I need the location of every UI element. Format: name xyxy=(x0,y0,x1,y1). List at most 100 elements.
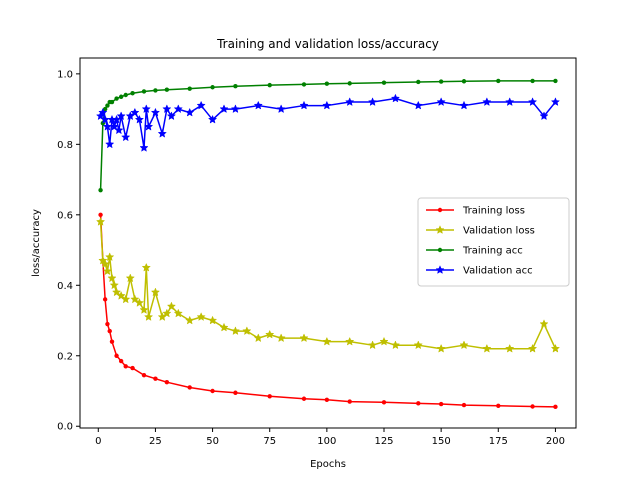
data-point xyxy=(102,266,113,276)
data-point xyxy=(299,333,309,343)
data-point xyxy=(114,96,119,101)
y-tick-label: 0.4 xyxy=(57,281,73,292)
data-point xyxy=(130,91,135,96)
chart-title: Training and validation loss/accuracy xyxy=(216,37,439,51)
data-point xyxy=(98,187,103,193)
data-point xyxy=(459,100,469,110)
data-point xyxy=(253,333,263,343)
data-point xyxy=(379,336,389,346)
data-point xyxy=(301,82,307,87)
plot-area xyxy=(79,57,577,429)
data-point xyxy=(114,125,124,135)
series-training-acc xyxy=(98,78,558,193)
data-point xyxy=(436,343,446,353)
data-point xyxy=(121,132,131,142)
data-point xyxy=(210,388,215,394)
data-point xyxy=(276,333,286,343)
data-point xyxy=(185,315,195,325)
data-point xyxy=(530,404,535,409)
data-point xyxy=(550,97,561,106)
data-point xyxy=(347,399,352,404)
data-point xyxy=(539,111,549,121)
legend-swatch-marker xyxy=(437,207,443,213)
data-point xyxy=(95,217,106,226)
x-tick-label: 0 xyxy=(95,436,101,447)
legend-swatch-marker xyxy=(435,265,445,274)
data-point xyxy=(265,329,275,339)
data-point xyxy=(233,83,238,89)
x-tick-label: 25 xyxy=(149,436,162,447)
data-point xyxy=(134,114,145,124)
data-point xyxy=(482,343,492,353)
data-point xyxy=(438,401,444,407)
data-point xyxy=(438,79,444,84)
data-point xyxy=(496,78,501,84)
data-point xyxy=(527,97,538,106)
data-point xyxy=(322,100,332,110)
data-point xyxy=(164,379,170,385)
data-point xyxy=(139,143,149,152)
legend-entry: Validation acc xyxy=(426,265,533,277)
y-tick-label: 1.0 xyxy=(57,69,73,80)
data-point xyxy=(482,97,492,106)
data-point xyxy=(381,400,387,405)
legend-label: Validation loss xyxy=(463,226,535,237)
data-point xyxy=(141,372,147,378)
data-point xyxy=(299,100,309,110)
data-point xyxy=(153,88,158,93)
data-point xyxy=(143,121,154,131)
data-point xyxy=(116,111,126,121)
legend: Training loss Validation loss Training acc… xyxy=(417,197,570,287)
legend-entry: Training loss xyxy=(426,206,525,217)
data-point xyxy=(527,343,538,353)
series-validation-acc xyxy=(95,93,561,152)
data-point xyxy=(276,104,286,114)
data-point xyxy=(162,104,172,114)
data-point xyxy=(118,358,124,364)
data-point xyxy=(166,111,177,121)
plot-frame xyxy=(79,57,577,429)
x-tick-label: 75 xyxy=(263,436,276,447)
data-point xyxy=(196,312,206,321)
data-point xyxy=(550,343,561,353)
data-point xyxy=(98,212,103,218)
y-tick-label: 0.8 xyxy=(57,140,73,151)
data-point xyxy=(459,340,469,350)
data-point xyxy=(505,343,515,353)
data-point xyxy=(461,402,467,408)
y-axis: 0.0 0.2 0.4 0.6 0.8 1.0 xyxy=(57,69,80,433)
data-point xyxy=(107,328,112,334)
data-point xyxy=(367,97,378,106)
series-training-loss xyxy=(98,212,558,410)
legend-swatch-marker xyxy=(435,225,445,234)
data-point xyxy=(116,291,126,300)
y-tick-label: 0.6 xyxy=(57,210,73,221)
data-point xyxy=(185,107,195,117)
data-point xyxy=(242,326,252,336)
data-point xyxy=(109,99,115,105)
data-point xyxy=(130,365,135,371)
data-point xyxy=(187,385,192,390)
data-point xyxy=(118,94,124,99)
data-point xyxy=(162,308,172,318)
x-tick-label: 200 xyxy=(546,436,565,447)
data-point xyxy=(301,396,307,401)
data-point xyxy=(105,103,110,108)
data-point xyxy=(539,319,549,328)
data-point xyxy=(461,79,467,84)
data-point xyxy=(100,259,110,269)
data-point xyxy=(367,340,378,350)
data-point xyxy=(324,397,330,403)
data-point xyxy=(102,297,108,302)
x-axis: 0 25 50 75 100 125 150 175 200 xyxy=(95,428,565,447)
data-point xyxy=(153,376,158,381)
data-point xyxy=(322,336,332,346)
data-point xyxy=(164,87,170,92)
data-point xyxy=(150,107,161,117)
data-point xyxy=(345,97,355,106)
data-point xyxy=(105,252,115,262)
data-point xyxy=(496,403,501,408)
data-point xyxy=(107,273,117,283)
y-tick-label: 0.0 xyxy=(57,422,73,433)
